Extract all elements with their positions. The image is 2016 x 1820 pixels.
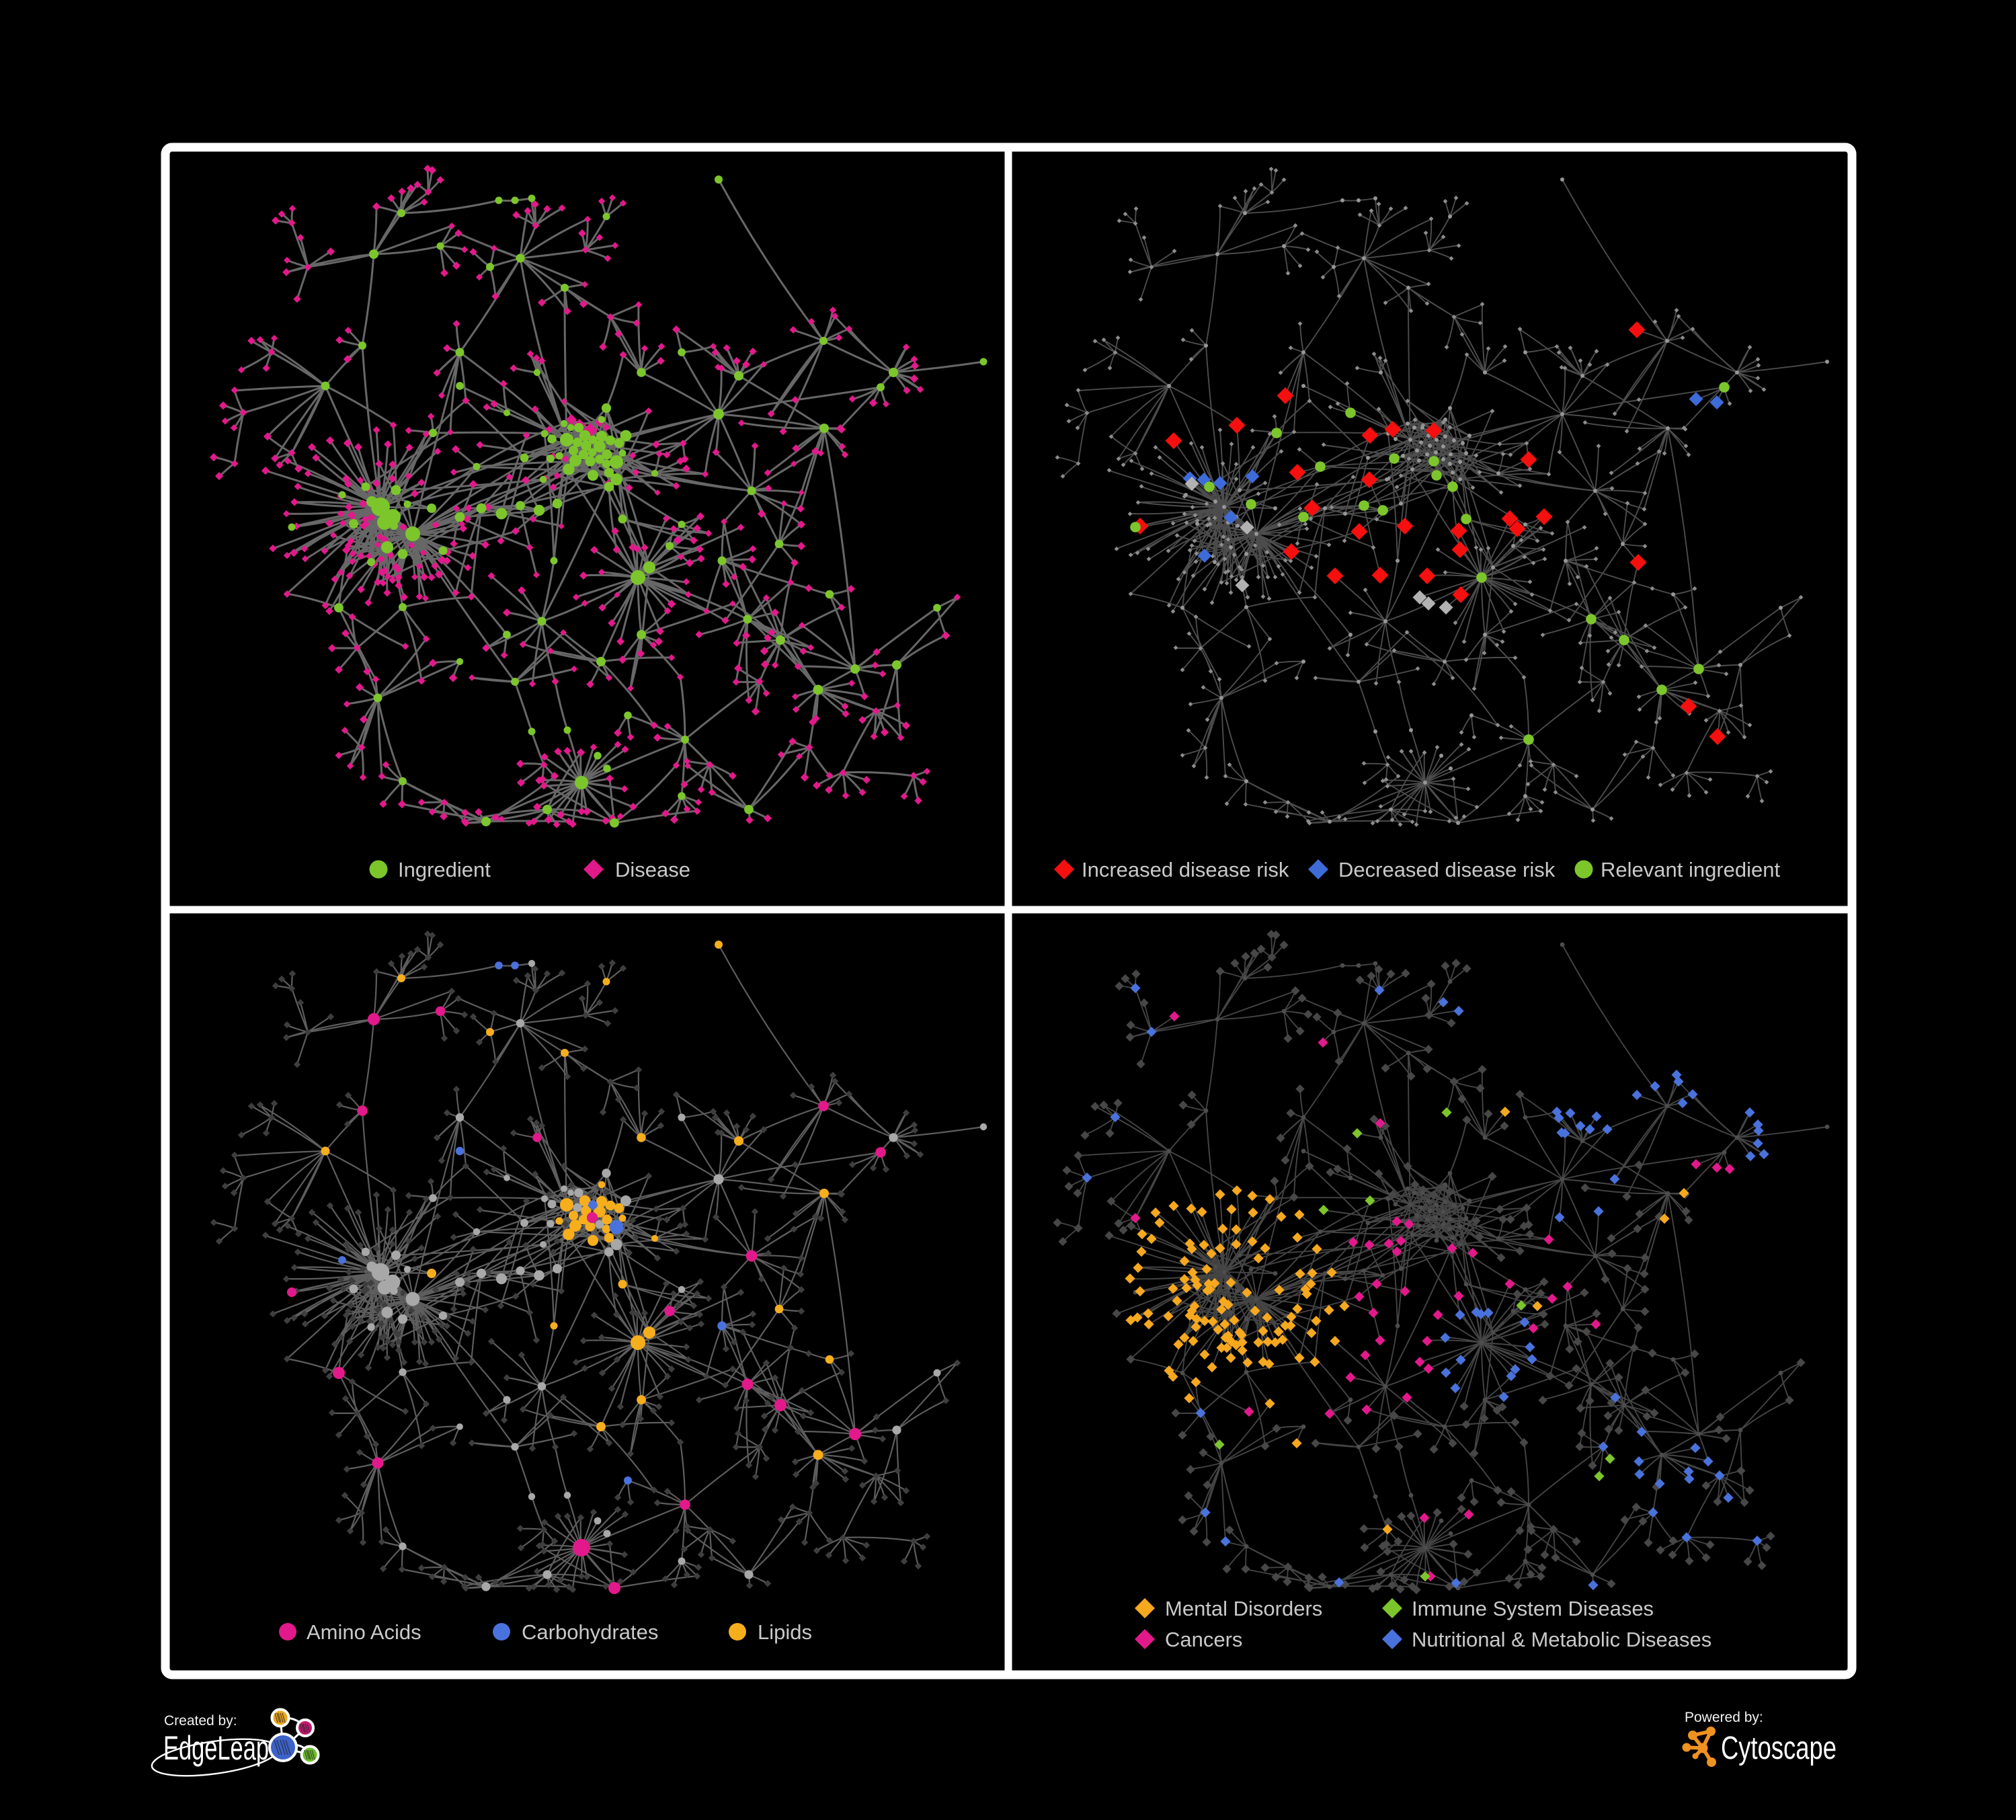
svg-text:EdgeLeap: EdgeLeap	[163, 1729, 269, 1767]
svg-text:Increased disease risk: Increased disease risk	[1082, 858, 1289, 881]
svg-text:Decreased disease risk: Decreased disease risk	[1338, 858, 1556, 881]
svg-text:Immune System Diseases: Immune System Diseases	[1412, 1597, 1654, 1620]
svg-text:Cancers: Cancers	[1165, 1628, 1242, 1651]
svg-text:Lipids: Lipids	[758, 1620, 812, 1644]
svg-text:Powered by:: Powered by:	[1685, 1710, 1763, 1725]
svg-text:Cytoscape: Cytoscape	[1721, 1731, 1837, 1766]
svg-text:Ingredient: Ingredient	[398, 858, 491, 881]
svg-text:Amino Acids: Amino Acids	[307, 1620, 421, 1644]
svg-text:Disease: Disease	[615, 858, 690, 881]
svg-text:Nutritional & Metabolic Diseas: Nutritional & Metabolic Diseases	[1412, 1628, 1711, 1651]
svg-text:Mental Disorders: Mental Disorders	[1165, 1597, 1322, 1620]
svg-text:Carbohydrates: Carbohydrates	[522, 1620, 658, 1644]
svg-text:Created by:: Created by:	[164, 1713, 237, 1729]
svg-text:Relevant ingredient: Relevant ingredient	[1601, 858, 1781, 881]
